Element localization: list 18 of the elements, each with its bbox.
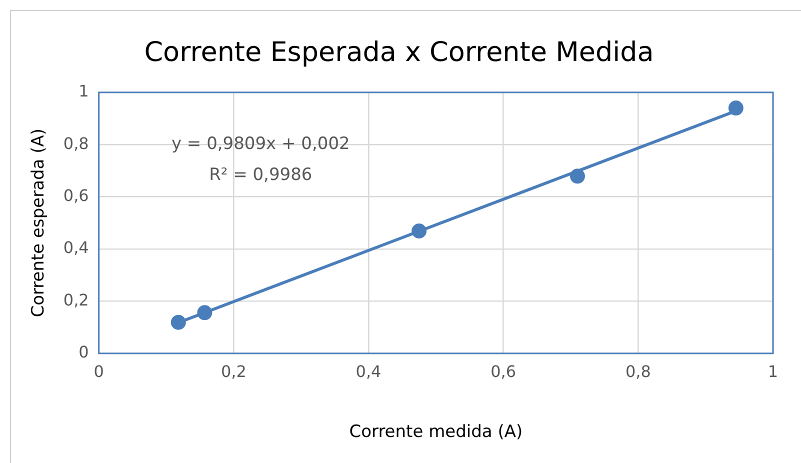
- x-tick-label: 0: [94, 362, 104, 382]
- x-tick-label: 0,4: [356, 362, 382, 382]
- point: [728, 100, 744, 116]
- x-tick-label: 0,8: [625, 362, 651, 382]
- x-tick-label: 0,2: [220, 362, 246, 382]
- x-axis-title: Corrente medida (A): [349, 422, 523, 442]
- x-tick-label: 1: [768, 362, 778, 382]
- chart-title: Corrente Esperada x Corrente Medida: [144, 37, 654, 68]
- y-tick-label: 0,2: [63, 290, 89, 310]
- y-axis-title: Corrente esperada (A): [28, 128, 49, 318]
- y-tick-label: 1: [78, 82, 89, 101]
- y-tick-label: 0,8: [63, 134, 89, 153]
- x-tick-label: 0,6: [490, 362, 516, 382]
- annotation: y = 0,9809x + 0,002: [171, 134, 350, 154]
- annotation: R² = 0,9986: [209, 164, 312, 185]
- y-tick-label: 0,4: [63, 238, 89, 258]
- y-tick-label: 0,6: [63, 186, 89, 205]
- y-tick-label: 0: [78, 342, 89, 362]
